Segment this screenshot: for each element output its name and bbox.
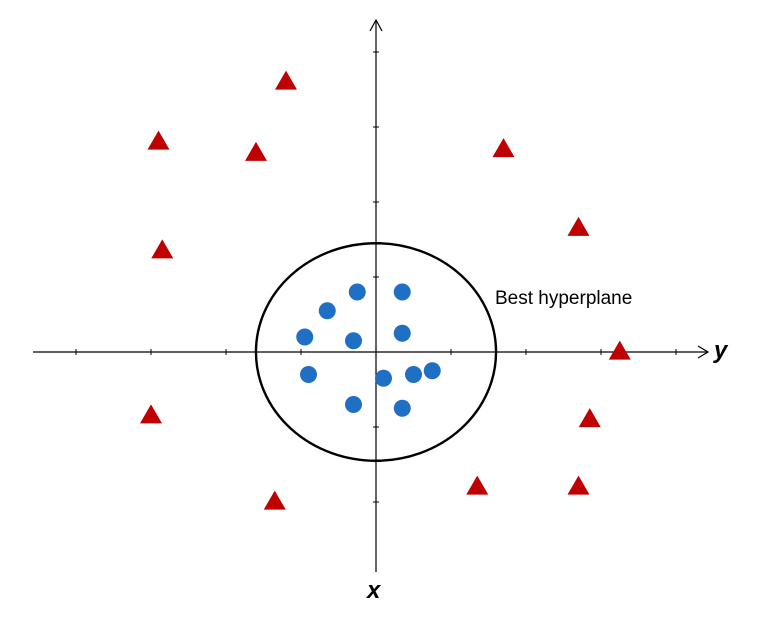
- circle-point: [393, 283, 411, 301]
- best-hyperplane-circle: [254, 242, 498, 462]
- triangle-point: [608, 340, 631, 360]
- horizontal-axis-label: y: [713, 337, 729, 364]
- triangle-point: [466, 475, 489, 495]
- axis-ticks: [75, 51, 677, 503]
- circle-point: [405, 366, 422, 383]
- circle-point: [348, 283, 366, 301]
- circle-point: [393, 324, 411, 342]
- triangle-point: [147, 130, 170, 150]
- horizontal-axis-arrowhead: [697, 345, 710, 359]
- triangle-point: [492, 138, 515, 158]
- vertical-axis-label: x: [365, 577, 382, 604]
- circle-point: [393, 399, 411, 417]
- triangle-point: [151, 239, 174, 259]
- best-hyperplane-label: Best hyperplane: [495, 288, 632, 309]
- circle-point: [423, 362, 441, 380]
- triangle-point: [275, 70, 297, 90]
- circle-point: [375, 369, 392, 387]
- triangle-point: [140, 404, 162, 424]
- circle-point: [345, 332, 362, 350]
- triangle-point: [578, 408, 601, 428]
- circle-point: [296, 328, 314, 346]
- triangle-point: [567, 475, 590, 495]
- triangle-point: [245, 141, 267, 161]
- triangle-point: [567, 216, 590, 236]
- data-points: [140, 70, 631, 510]
- circle-point: [300, 366, 317, 383]
- circle-point: [318, 302, 336, 320]
- axes: [33, 18, 710, 572]
- vertical-axis-arrowhead: [369, 18, 383, 32]
- circle-point: [345, 396, 362, 413]
- triangle-point: [263, 490, 286, 510]
